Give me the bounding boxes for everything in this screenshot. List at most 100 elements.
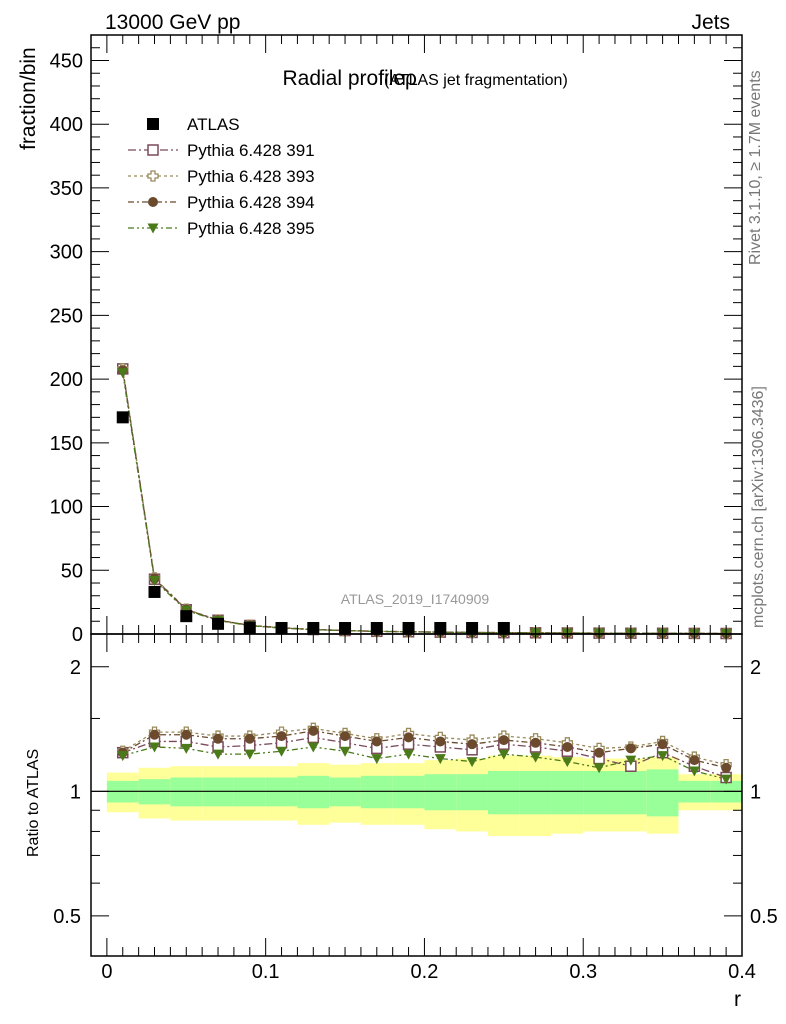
ratio-series-point (593, 763, 605, 774)
ratio-band-inner (583, 770, 615, 815)
ratio-series-point (180, 743, 192, 754)
ratio-series-point (435, 736, 446, 747)
ratio-series-point (689, 755, 700, 766)
legend-label: Pythia 6.428 395 (187, 219, 315, 238)
series-point (117, 368, 129, 379)
ratio-series-point (657, 739, 668, 750)
y-tick-label: 350 (50, 178, 83, 200)
ratio-series-point (244, 733, 255, 744)
ratio-series-point (657, 751, 669, 762)
ratio-tick-label-right: 0.5 (750, 906, 778, 928)
ratio-band-inner (487, 770, 520, 815)
legend-data-label: ATLAS (187, 115, 240, 134)
legend-marker (148, 197, 158, 207)
ratio-band-inner (551, 770, 584, 815)
ratio-series-point (340, 731, 351, 742)
ratio-tick-label-right: 1 (750, 781, 761, 803)
ratio-series-point (625, 743, 636, 754)
ratio-series-point (403, 749, 415, 760)
ratio-band-inner (392, 775, 425, 809)
ratio-panel-frame (90, 633, 743, 957)
ratio-series-point (625, 755, 637, 766)
ratio-series-point (466, 757, 478, 768)
ratio-series-point (594, 747, 605, 758)
y-tick-label: 200 (50, 369, 83, 391)
ratio-band-inner (646, 769, 679, 817)
ratio-series-point (307, 742, 319, 753)
x-tick-label: 0.1 (252, 961, 280, 983)
ratio-band-inner (424, 774, 457, 811)
ratio-series-point (721, 762, 732, 773)
legend-label: Pythia 6.428 393 (187, 167, 315, 186)
legend: ATLAS Pythia 6.428 391 Pythia 6.428 393 Pyt… (128, 115, 315, 238)
ratio-series-point (498, 749, 510, 760)
ratio-series-point (434, 754, 446, 765)
ratio-series-point (213, 733, 224, 744)
ratio-series-point (117, 751, 129, 762)
y-tick-label: 250 (50, 305, 83, 327)
ratio-band-inner (519, 770, 552, 815)
ratio-tick-label: 1 (70, 781, 81, 803)
y-tick-label: 50 (61, 560, 83, 582)
ratio-band-inner (456, 774, 488, 811)
ratio-series-point (530, 737, 541, 748)
ratio-panel-bands (91, 755, 742, 836)
process-label: Jets (691, 11, 730, 34)
ratio-series-point (276, 731, 287, 742)
data-point (148, 585, 161, 598)
y-tick-label: 150 (50, 433, 83, 455)
ratio-series-point (530, 752, 542, 763)
ratio-panel-series (117, 722, 732, 785)
ratio-series-point (181, 729, 192, 740)
legend-label: Pythia 6.428 391 (187, 141, 315, 160)
ratio-series-point (498, 735, 509, 746)
ratio-series-point (688, 766, 700, 777)
legend-marker (147, 170, 159, 182)
ratio-series-point (371, 736, 382, 747)
ratio-tick-label: 0.5 (53, 906, 81, 928)
ratio-series-point (561, 757, 573, 768)
data-point (180, 610, 193, 623)
ratio-y-axis-label: Ratio to ATLAS (25, 749, 42, 857)
legend-label: Pythia 6.428 394 (187, 193, 315, 212)
ratio-series-point (562, 741, 573, 752)
ratio-series-point (720, 774, 732, 785)
energy-label: 13000 GeV pp (105, 11, 240, 34)
legend-data-marker (147, 118, 159, 130)
ratio-tick-label: 2 (70, 657, 81, 679)
series-point (149, 575, 161, 586)
watermark-label: ATLAS_2019_I1740909 (341, 591, 490, 607)
ratio-series-point (308, 725, 319, 736)
chart-subtitle: (ATLAS jet fragmentation) (384, 72, 568, 89)
data-point (212, 617, 225, 630)
x-tick-label: 0.4 (728, 961, 756, 983)
x-axis-label: r (734, 988, 741, 1011)
y-tick-label: 100 (50, 497, 83, 519)
ratio-band-inner (297, 775, 330, 809)
y-tick-label: 300 (50, 242, 83, 264)
ratio-band-inner (360, 775, 393, 809)
y-axis-label: fraction/bin (17, 47, 40, 150)
ratio-series-point (276, 746, 288, 757)
x-tick-label: 0.3 (569, 961, 597, 983)
ratio-tick-label-right: 2 (750, 657, 761, 679)
x-tick-label: 0 (101, 961, 112, 983)
chart-title: Radial profileρ (282, 67, 417, 90)
ratio-series-line (122, 730, 727, 769)
y-tick-label: 450 (50, 50, 83, 72)
legend-marker (147, 223, 159, 234)
ratio-series-point (244, 749, 256, 760)
x-tick-label: 0.2 (411, 961, 439, 983)
ratio-series-point (467, 739, 478, 750)
rivet-label: Rivet 3.1.10, ≥ 1.7M events (747, 70, 764, 265)
data-point (116, 411, 129, 424)
ratio-band-inner (614, 770, 647, 815)
ratio-series-point (339, 746, 351, 757)
ratio-series-point (149, 729, 160, 740)
axes: 0 50 100 150 200 250 300 350 400 450 0.5 0.5 1 1 2 2 0 0.… (50, 35, 778, 983)
mcplots-label: mcplots.cern.ch [arXiv:1306.3436] (750, 386, 767, 628)
legend-marker (147, 144, 159, 156)
ratio-series-point (371, 754, 383, 765)
y-tick-label: 0 (72, 624, 83, 646)
